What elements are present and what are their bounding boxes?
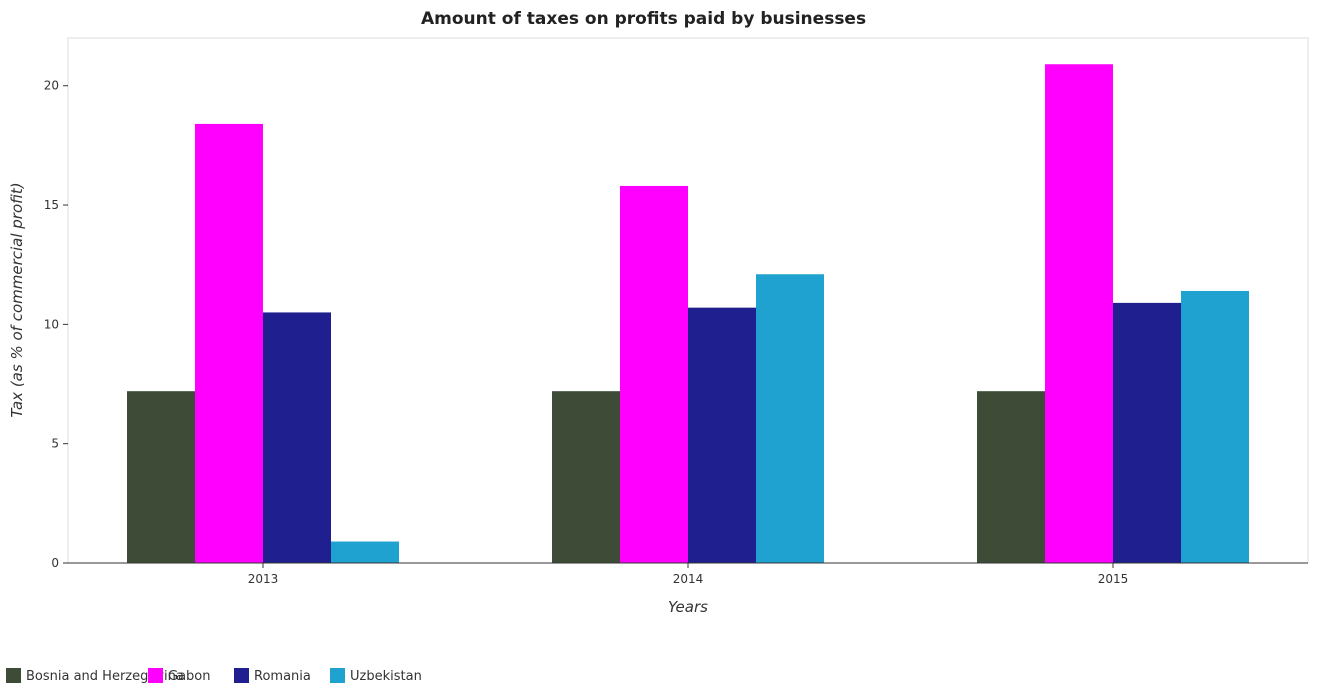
legend-label: Uzbekistan — [350, 669, 422, 684]
bar-romania-2014 — [688, 307, 756, 563]
y-tick-label: 0 — [51, 556, 59, 570]
bars — [127, 64, 1249, 564]
bar-gabon-2013 — [195, 123, 263, 563]
x-tick-label: 2015 — [1098, 572, 1129, 586]
y-tick-label: 20 — [44, 79, 59, 93]
y-axis-label: Tax (as % of commercial profit) — [8, 182, 26, 417]
bar-uzbekistan-2015 — [1181, 290, 1249, 563]
bar-uzbekistan-2014 — [756, 274, 824, 563]
legend-swatch — [330, 668, 345, 683]
bar-bosnia-and-herzegovina-2014 — [552, 391, 620, 563]
bar-uzbekistan-2013 — [331, 541, 399, 563]
legend-swatch — [148, 668, 163, 683]
y-axis: 0 5 10 15 20 — [44, 79, 68, 570]
y-tick-label: 5 — [51, 437, 59, 451]
bar-gabon-2015 — [1045, 64, 1113, 563]
chart-title: Amount of taxes on profits paid by busin… — [421, 9, 866, 29]
bar-bosnia-and-herzegovina-2013 — [127, 391, 195, 563]
legend-label: Bosnia and Herzegovina — [26, 669, 184, 684]
y-tick-label: 10 — [44, 317, 59, 331]
legend-swatch — [234, 668, 249, 683]
legend-label: Gabon — [168, 669, 211, 684]
x-tick-label: 2013 — [248, 572, 279, 586]
y-tick-label: 15 — [44, 198, 59, 212]
legend-label: Romania — [254, 669, 311, 684]
bar-romania-2013 — [263, 312, 331, 563]
x-tick-label: 2014 — [673, 572, 704, 586]
bar-gabon-2014 — [620, 185, 688, 564]
bar-bosnia-and-herzegovina-2015 — [977, 391, 1045, 563]
x-axis: 2013 2014 2015 — [248, 563, 1129, 586]
x-axis-label: Years — [668, 598, 708, 616]
bar-romania-2015 — [1113, 302, 1181, 563]
legend-swatch — [6, 668, 21, 683]
